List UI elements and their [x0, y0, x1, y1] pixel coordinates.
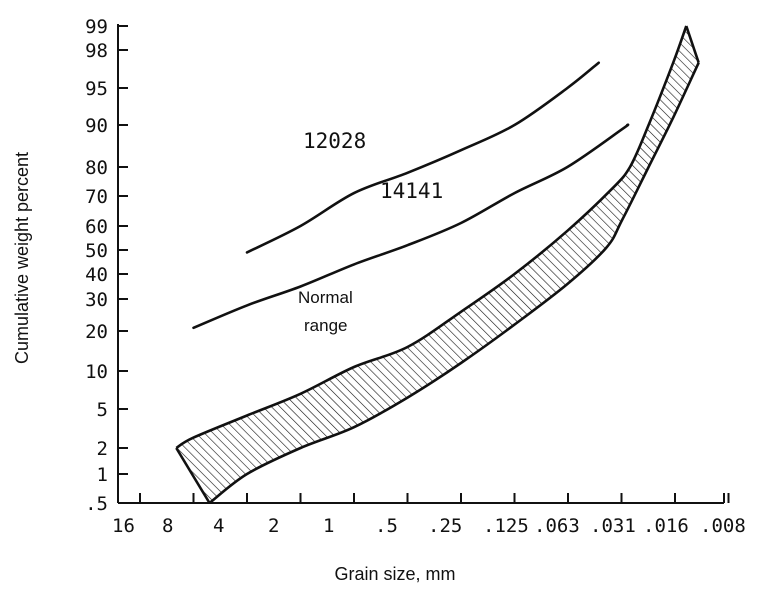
y-tick-label: 98 — [85, 40, 108, 62]
y-tick-label: 99 — [85, 16, 108, 38]
y-tick-label: 10 — [85, 361, 108, 383]
y-tick-label: 1 — [97, 464, 108, 486]
band-label-line-1: Normal — [298, 288, 353, 307]
normal-range-band — [175, 25, 700, 505]
x-axis-ticks: 16 8 4 2 1 .5 .25 .125.063 .031 .016 .008 — [112, 493, 746, 537]
series-line-14141 — [192, 123, 630, 330]
x-tick-label: .125 — [483, 515, 529, 537]
series-label-14141: 14141 — [380, 179, 443, 203]
x-tick-label: .063 — [534, 515, 580, 537]
x-tick-label: 2 — [268, 515, 279, 537]
x-tick-label: .031 — [590, 515, 636, 537]
y-tick-label: 5 — [97, 399, 108, 421]
y-tick-label: 30 — [85, 289, 108, 311]
band-left-edge — [175, 447, 211, 504]
x-tick-label: .5 — [375, 515, 398, 537]
band-lower-edge — [208, 62, 700, 505]
series-lines — [192, 61, 630, 330]
x-tick-label: 16 — [112, 515, 135, 537]
x-axis-title: Grain size, mm — [334, 564, 455, 584]
band-right-edge — [685, 25, 700, 64]
y-tick-label: 50 — [85, 240, 108, 262]
y-tick-label: .5 — [85, 493, 108, 515]
band-label-line-2: range — [304, 316, 347, 335]
y-tick-label: 20 — [85, 321, 108, 343]
y-tick-label: 40 — [85, 264, 108, 286]
axes — [117, 24, 724, 504]
y-tick-label: 80 — [85, 157, 108, 179]
x-tick-label: 8 — [162, 515, 173, 537]
y-tick-label: 95 — [85, 78, 108, 100]
y-tick-label: 2 — [97, 438, 108, 460]
band-upper-edge — [175, 25, 688, 450]
y-tick-label: 60 — [85, 216, 108, 238]
series-line-12028 — [245, 61, 600, 254]
y-tick-label: 70 — [85, 186, 108, 208]
series-label-12028: 12028 — [303, 129, 366, 153]
band-fill — [176, 26, 699, 503]
x-tick-label: .25 — [428, 515, 462, 537]
y-axis-title: Cumulative weight percent — [12, 152, 32, 364]
x-tick-label: 1 — [323, 515, 334, 537]
y-tick-label: 90 — [85, 115, 108, 137]
x-tick-label: .008 — [700, 515, 746, 537]
x-tick-label: 4 — [213, 515, 224, 537]
x-tick-label: .016 — [643, 515, 689, 537]
